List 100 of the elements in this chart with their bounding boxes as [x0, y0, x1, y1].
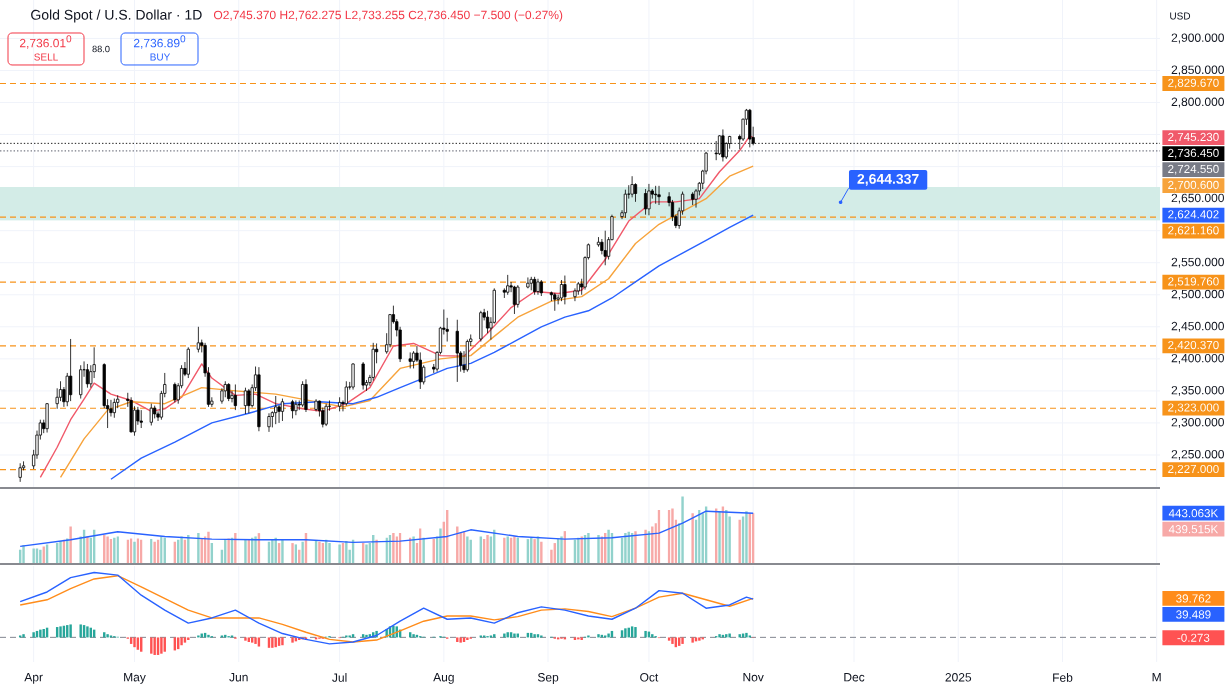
- x-tick-label: Jul: [332, 673, 347, 682]
- x-tick-label: Oct: [640, 673, 659, 682]
- line-series: [110, 214, 754, 480]
- bar: [587, 533, 590, 563]
- ref-line-label: 2,420.370: [1168, 340, 1219, 351]
- y-tick-label: 2,300.000: [1171, 417, 1224, 428]
- annotation: 2,644.337: [857, 173, 919, 186]
- candlestick: [344, 380, 348, 407]
- bar: [456, 637, 459, 642]
- text: O2,745.370 H2,762.275 L2,733.255 C2,736.450 −7.500 (−0.27%): [213, 10, 563, 22]
- bar: [254, 637, 257, 644]
- bar: [644, 630, 647, 638]
- y-tick-label: 2,400.000: [1171, 353, 1224, 364]
- candlestick: [506, 274, 510, 296]
- candlestick: [196, 326, 200, 353]
- y-tick-label: 2,800.000: [1171, 97, 1224, 108]
- y-tick-label: 2,450.000: [1171, 321, 1224, 332]
- bar: [375, 539, 378, 563]
- candlestick: [69, 338, 73, 402]
- bar: [153, 637, 156, 655]
- bar: [597, 535, 600, 563]
- bar: [133, 637, 136, 648]
- x-tick-label: Aug: [433, 673, 454, 684]
- bar: [207, 531, 210, 563]
- bar: [22, 634, 25, 638]
- candlestick: [657, 185, 661, 206]
- candlestick: [516, 284, 520, 308]
- text: 439.515K: [1168, 525, 1219, 534]
- bar: [607, 529, 610, 563]
- x-tick-label: Dec: [844, 673, 865, 682]
- candlestick: [274, 395, 278, 425]
- ref-line-label: 2,227.000: [1168, 464, 1219, 475]
- bar: [718, 511, 721, 563]
- bar: [338, 544, 341, 563]
- candlestick: [280, 398, 285, 422]
- bar: [459, 637, 462, 643]
- candlestick: [633, 182, 638, 203]
- bar: [681, 496, 684, 563]
- bar: [187, 637, 190, 641]
- candlestick: [559, 279, 564, 302]
- annotation: 2,736.89$^{0}$: [133, 35, 186, 49]
- candlestick: [563, 275, 567, 305]
- ref-line-label: 2,519.760: [1168, 277, 1219, 287]
- bar: [328, 543, 331, 563]
- bar: [133, 541, 136, 563]
- bar: [291, 637, 294, 643]
- bar: [560, 536, 563, 563]
- bar: [69, 526, 72, 563]
- bar: [32, 632, 35, 638]
- candlestick: [603, 230, 607, 266]
- text: 2,700.600: [1168, 180, 1219, 191]
- candlestick: [455, 319, 459, 383]
- y-tick-label: 2,500.000: [1171, 289, 1224, 300]
- bar: [540, 541, 543, 563]
- candlestick: [247, 388, 251, 414]
- bar: [345, 541, 348, 563]
- y-tick-label: 2,900.000: [1171, 33, 1224, 44]
- bar: [667, 637, 671, 641]
- text: 2,745.230: [1168, 132, 1219, 143]
- bar: [365, 544, 368, 563]
- bar: [597, 634, 600, 638]
- bar: [486, 535, 489, 563]
- bar: [150, 637, 153, 654]
- bar: [671, 637, 674, 644]
- bar: [244, 637, 247, 641]
- bar: [681, 637, 684, 644]
- x-tick-label: Sep: [537, 673, 559, 684]
- bar: [634, 627, 637, 638]
- candlestick: [294, 400, 298, 416]
- ref-line-label: 2,736.450: [1168, 148, 1219, 159]
- y-tick-label: 2,550.000: [1171, 257, 1224, 268]
- y-tick-label: 2,250.000: [1171, 449, 1224, 460]
- bar: [573, 637, 577, 641]
- candlestick: [139, 409, 143, 429]
- candlestick: [301, 380, 305, 408]
- bar: [257, 637, 261, 647]
- text: Gold Spot / U.S. Dollar · 1D: [31, 9, 202, 23]
- candlestick: [173, 382, 177, 403]
- bar: [281, 539, 284, 563]
- y-tick-label: 2,350.000: [1171, 385, 1224, 396]
- candlestick: [85, 363, 90, 389]
- candlestick: [623, 189, 628, 219]
- bar: [180, 637, 183, 646]
- bar: [281, 637, 284, 646]
- x-tick-label: Apr: [24, 673, 43, 684]
- ref-line-label: 2,621.160: [1168, 226, 1219, 236]
- x-tick-label: 2025: [945, 673, 972, 682]
- bar: [79, 624, 82, 638]
- bar: [254, 536, 257, 563]
- bar: [422, 537, 425, 563]
- text: -0.273: [1177, 633, 1210, 642]
- bar: [671, 508, 674, 563]
- candlestick: [233, 384, 237, 411]
- candlestick: [512, 285, 517, 315]
- bar: [244, 539, 247, 563]
- bar: [691, 637, 694, 643]
- ref-line-label: 2,724.550: [1168, 164, 1219, 175]
- x-tick-label: Jun: [229, 673, 248, 682]
- text: 443.063K: [1168, 509, 1219, 518]
- bar: [691, 513, 694, 563]
